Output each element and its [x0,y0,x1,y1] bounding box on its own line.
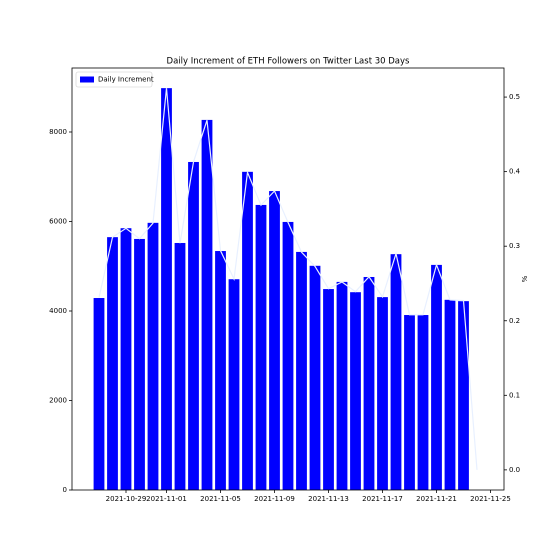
bar [242,171,253,490]
y2-tick-label: 0.1 [509,391,520,399]
bar [269,191,280,490]
y2-axis-label: % [521,275,529,282]
x-tick-label: 2021-11-13 [308,495,349,503]
bar [120,228,132,491]
bar [215,251,226,490]
plot-frame [71,67,505,491]
bar [350,292,361,490]
y-tick-label: 0 [63,486,67,494]
bar [296,251,307,490]
x-tick-label: 2021-11-05 [200,495,241,503]
bar [431,264,442,490]
y2-tick-label: 0.2 [509,317,520,325]
legend-label: Daily Increment [98,76,154,84]
x-tick-label: 2021-11-17 [362,495,403,503]
x-tick-label: 2021-11-25 [470,495,511,503]
bar [363,276,375,490]
x-tick-label: 2021-11-01 [146,495,187,503]
y-tick-label: 8000 [49,128,67,136]
bar [201,119,213,490]
bar [107,237,118,490]
y-tick-label: 6000 [49,217,67,225]
bar [174,242,186,490]
line [98,88,478,470]
bar [147,222,159,490]
y2-tick-label: 0.4 [509,168,521,176]
bar [444,299,456,490]
bar [309,265,321,490]
bar [336,281,348,490]
y2-tick-label: 0.5 [509,93,520,101]
bar [458,301,469,490]
bar [417,315,429,490]
chart-title: Daily Increment of ETH Followers on Twit… [167,57,411,67]
bar [390,254,402,490]
bar [377,297,388,490]
x-tick-label: 2021-10-29 [106,495,147,503]
bar [323,289,334,490]
legend-box [75,71,153,88]
bar [93,298,105,490]
bar [404,315,415,490]
x-tick-label: 2021-11-09 [254,495,295,503]
y2-tick-label: 0.3 [509,242,520,250]
legend-swatch [80,76,94,83]
bar [228,279,240,490]
bar [255,204,267,490]
bar [134,238,145,490]
x-tick-label: 2021-11-21 [416,495,457,503]
bar [282,221,294,490]
bar [161,88,172,491]
y2-tick-label: 0.0 [509,466,520,474]
y-tick-label: 2000 [49,396,67,404]
y-tick-label: 4000 [49,307,67,315]
bar [188,161,199,490]
